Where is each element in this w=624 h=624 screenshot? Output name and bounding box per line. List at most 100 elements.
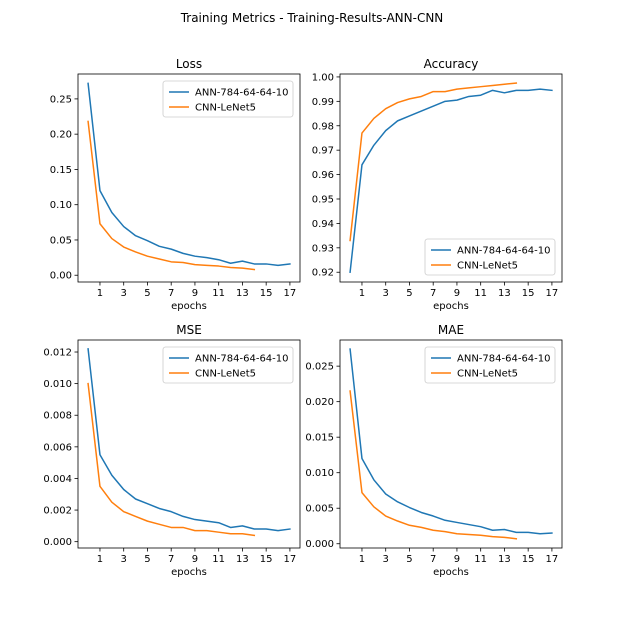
legend-label: ANN-784-64-64-10 [195,354,289,365]
legend-box [424,238,556,276]
y-tick-label: 0.000 [305,539,334,550]
legend-label: ANN-784-64-64-10 [457,354,551,365]
series-line-ann [349,88,553,274]
x-axis-label: epochs [433,567,469,578]
legend: ANN-784-64-64-10 CNN-LeNet5 [162,80,294,118]
x-tick-label: 7 [168,288,174,299]
x-tick-label: 5 [144,554,150,565]
axes-frame [339,339,563,549]
x-tick-label: 9 [454,288,460,299]
y-tick-label: 0.005 [305,504,334,515]
x-tick-label: 5 [144,288,150,299]
x-tick-label: 15 [260,288,273,299]
legend: ANN-784-64-64-10 CNN-LeNet5 [162,346,294,384]
legend-label: CNN-LeNet5 [457,369,518,380]
y-tick-label: 0.98 [312,121,334,132]
legend-box [162,346,294,384]
y-tick-label: 0.95 [312,194,334,205]
series-line-cnn [87,382,256,537]
legend-box [424,346,556,384]
x-tick-label: 7 [430,288,436,299]
x-tick-label: 17 [546,288,559,299]
chart-title: MSE [176,323,202,337]
x-axis-label: epochs [171,567,207,578]
x-tick-label: 11 [212,554,225,565]
x-tick-label: 11 [212,288,225,299]
x-tick-label: 13 [236,288,249,299]
series-line-cnn [349,390,518,540]
figure-suptitle: Training Metrics - Training-Results-ANN-… [180,11,444,25]
axes-frame [77,73,301,283]
y-tick-label: 0.015 [305,433,334,444]
legend-label: CNN-LeNet5 [457,261,518,272]
x-tick-label: 11 [474,288,487,299]
y-tick-label: 0.10 [50,200,72,211]
x-tick-label: 9 [454,554,460,565]
chart-title: Loss [176,57,202,71]
y-tick-label: 0.92 [312,268,334,279]
x-tick-label: 15 [522,554,535,565]
x-tick-label: 13 [236,554,249,565]
x-tick-label: 7 [168,554,174,565]
series-line-cnn [87,120,256,271]
y-tick-label: 0.00 [50,271,72,282]
x-tick-label: 9 [192,554,198,565]
x-tick-label: 1 [97,554,103,565]
legend-label: ANN-784-64-64-10 [457,246,551,257]
legend-box [162,80,294,118]
series-line-cnn [349,82,518,242]
x-tick-label: 9 [192,288,198,299]
y-tick-label: 0.008 [43,411,72,422]
legend: ANN-784-64-64-10 CNN-LeNet5 [424,238,556,276]
y-tick-label: 0.002 [43,506,72,517]
series-line-ann [87,82,291,267]
x-tick-label: 17 [284,288,297,299]
legend-label: CNN-LeNet5 [195,369,256,380]
y-tick-label: 0.006 [43,442,72,453]
x-axis-label: epochs [433,301,469,312]
x-tick-label: 13 [498,288,511,299]
chart-title: MAE [438,323,464,337]
legend-label: CNN-LeNet5 [195,103,256,114]
x-tick-label: 15 [260,554,273,565]
x-tick-label: 3 [121,288,127,299]
y-tick-label: 0.99 [312,97,334,108]
axes-frame [77,339,301,549]
x-tick-label: 5 [406,554,412,565]
series-line-ann [87,348,291,532]
x-tick-label: 1 [97,288,103,299]
x-tick-label: 15 [522,288,535,299]
x-tick-label: 3 [121,554,127,565]
x-tick-label: 1 [359,288,365,299]
x-tick-label: 11 [474,554,487,565]
y-tick-label: 0.020 [305,397,334,408]
series-line-ann [349,348,553,535]
y-tick-label: 0.93 [312,243,334,254]
y-tick-label: 0.96 [312,170,334,181]
y-tick-label: 0.15 [50,165,72,176]
x-tick-label: 7 [430,554,436,565]
axes-frame [339,73,563,283]
y-tick-label: 0.20 [50,130,72,141]
y-tick-label: 0.94 [312,219,334,230]
chart-title: Accuracy [424,57,479,71]
x-axis-label: epochs [171,301,207,312]
x-tick-label: 3 [383,554,389,565]
legend-label: ANN-784-64-64-10 [195,88,289,99]
x-tick-label: 5 [406,288,412,299]
y-tick-label: 0.97 [312,146,334,157]
y-tick-label: 0.25 [50,94,72,105]
legend: ANN-784-64-64-10 CNN-LeNet5 [424,346,556,384]
y-tick-label: 0.010 [305,468,334,479]
x-tick-label: 13 [498,554,511,565]
x-tick-label: 3 [383,288,389,299]
x-tick-label: 1 [359,554,365,565]
y-tick-label: 0.004 [43,474,72,485]
